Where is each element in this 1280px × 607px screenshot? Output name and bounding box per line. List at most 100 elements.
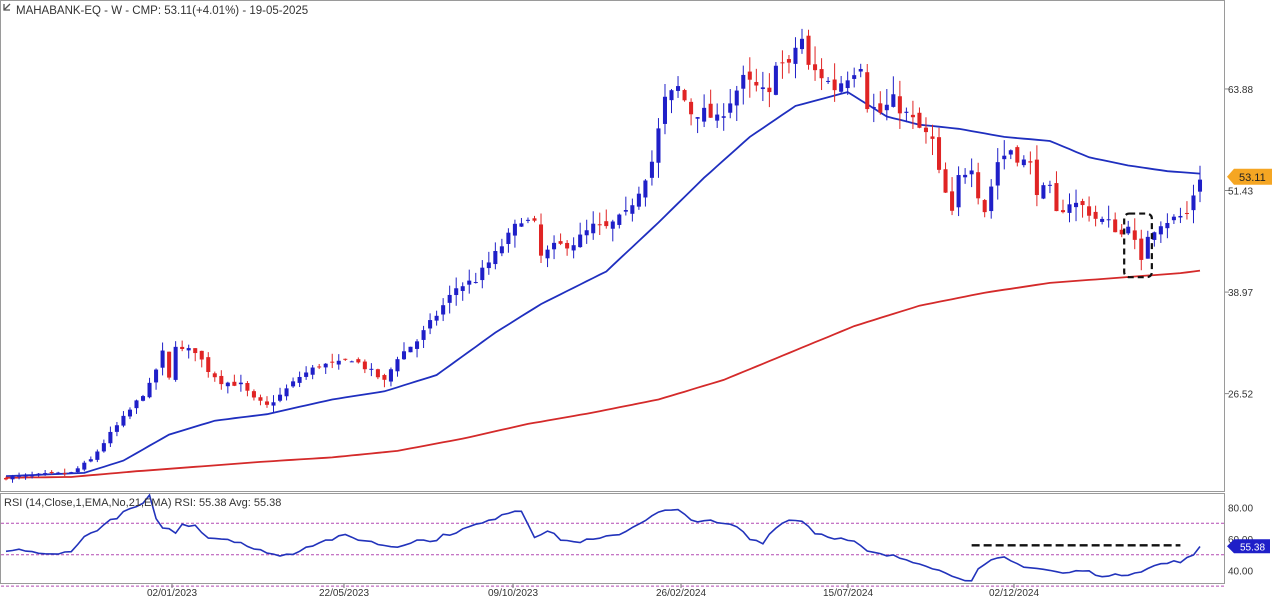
- candle-body: [1087, 206, 1092, 216]
- rsi-tick-label: 80.00: [1228, 504, 1253, 515]
- candle-body: [95, 451, 100, 460]
- x-tick-label: 02/01/2023: [147, 588, 197, 599]
- candle-body: [225, 382, 230, 387]
- candle-body: [10, 476, 15, 480]
- price-panel-frame: [0, 0, 1225, 492]
- candle-body: [519, 223, 524, 227]
- rsi-tag-shape: [1227, 539, 1270, 554]
- candle-body: [1158, 226, 1163, 235]
- x-tick-label: 02/12/2024: [989, 588, 1039, 599]
- ema-fast-line: [5, 91, 1201, 477]
- candle-body: [1191, 195, 1196, 211]
- candle-body: [101, 443, 106, 452]
- candle-body: [154, 369, 159, 383]
- candle-body: [760, 87, 765, 90]
- collapse-arrow-icon[interactable]: [3, 3, 11, 11]
- candle-body: [610, 221, 615, 229]
- candle-body: [630, 205, 635, 214]
- candle-body: [160, 350, 165, 368]
- candle-body: [147, 382, 152, 398]
- candle-body: [754, 81, 759, 86]
- candle-body: [963, 174, 968, 178]
- candle-body: [434, 315, 439, 321]
- candle-body: [969, 170, 974, 175]
- candle-body: [1008, 150, 1013, 155]
- candle-body: [799, 38, 805, 50]
- candle-body: [1119, 229, 1124, 235]
- candle-body: [336, 360, 341, 365]
- candle-body: [258, 397, 263, 401]
- candle-body: [1139, 238, 1144, 260]
- candle-body: [1178, 215, 1183, 218]
- candle-body: [140, 396, 146, 401]
- candle-body: [1002, 155, 1007, 160]
- candle-body: [3, 477, 9, 480]
- candle-body: [284, 388, 289, 397]
- candle-body: [689, 101, 694, 115]
- candle-body: [989, 186, 994, 212]
- candle-body: [676, 86, 681, 91]
- candle-body: [702, 107, 707, 122]
- candle-body: [114, 425, 119, 432]
- chart-title: MAHABANK-EQ - W - CMP: 53.11(+4.01%) - 1…: [16, 5, 308, 17]
- candle-body: [1074, 202, 1079, 208]
- candle-body: [382, 375, 387, 380]
- candle-body: [473, 282, 478, 284]
- candle-body: [127, 409, 132, 417]
- candle-body: [441, 305, 446, 315]
- candle-body: [330, 361, 335, 363]
- candle-body: [721, 116, 726, 118]
- candle-body: [375, 369, 380, 378]
- candle-body: [134, 400, 139, 409]
- candle-body: [1145, 236, 1150, 259]
- candle-body: [388, 369, 393, 382]
- candle-body: [362, 361, 367, 370]
- candle-body: [591, 223, 596, 234]
- candle-body: [643, 180, 648, 198]
- candle-body: [728, 103, 733, 113]
- candle-body: [82, 462, 87, 470]
- candle-body: [839, 83, 844, 92]
- candle-body: [1100, 218, 1105, 222]
- candle-body: [982, 200, 987, 213]
- candle-body: [480, 267, 485, 281]
- candle-body: [538, 224, 544, 256]
- candle-body: [75, 468, 80, 473]
- candle-body: [356, 359, 361, 363]
- price-axis-ticks: 63.88 51.43 38.97 26.52: [1225, 85, 1253, 401]
- rsi-value-tag[interactable]: 55.38: [1227, 539, 1270, 553]
- candle-body: [604, 221, 609, 227]
- candle-body: [199, 350, 204, 360]
- candle-body: [349, 361, 354, 363]
- candle-body: [206, 357, 211, 373]
- candle-body: [512, 223, 517, 236]
- candle-body: [813, 64, 818, 71]
- candle-body: [956, 175, 961, 208]
- candle-body: [884, 104, 889, 111]
- candle-body: [49, 471, 54, 473]
- candle-body: [69, 472, 74, 474]
- candle-body: [741, 74, 746, 89]
- candle-body: [917, 112, 922, 128]
- candle-body: [1093, 211, 1098, 219]
- candle-body: [891, 94, 896, 107]
- candle-body: [121, 415, 126, 426]
- last-price-tag[interactable]: 53.11: [1227, 168, 1272, 185]
- price-tick-label: 63.88: [1228, 85, 1253, 96]
- candle-body: [623, 210, 628, 212]
- candle-body: [421, 330, 426, 340]
- rsi-line: [5, 493, 1201, 582]
- candle-body: [369, 368, 374, 370]
- candle-body: [552, 242, 557, 250]
- candle-body: [23, 475, 28, 477]
- candle-body: [773, 65, 778, 95]
- candle-body: [558, 241, 563, 244]
- candle-body: [662, 96, 668, 124]
- candle-body: [708, 103, 713, 118]
- rsi-tick-label: 40.00: [1228, 566, 1253, 577]
- candle-body: [88, 459, 93, 462]
- candle-body: [447, 294, 452, 303]
- candle-body: [910, 114, 915, 118]
- candle-body: [251, 391, 256, 398]
